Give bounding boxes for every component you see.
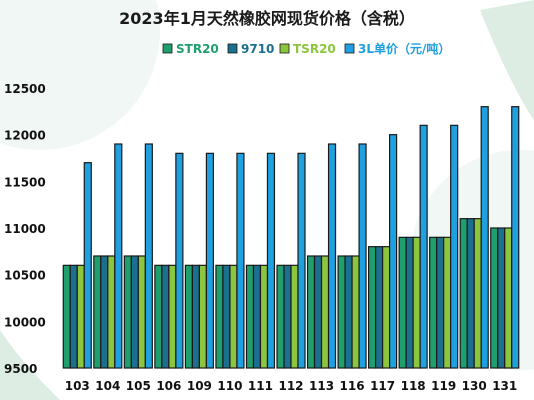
bar-STR20-104 [93,255,102,369]
bar-STR20-106 [154,264,163,369]
y-tick-label: 11500 [4,175,46,189]
bar-TSR20-119 [443,236,452,369]
x-tick-label: 111 [248,379,273,393]
bar-STR20-112 [276,264,285,369]
legend-swatch-2 [279,43,290,54]
bar-9710-111 [252,264,262,369]
bar-STR20-103 [62,264,71,369]
bar-STR20-131 [490,227,499,369]
x-tick-label: 117 [370,379,395,393]
bar-9710-103 [69,264,78,369]
bar-9710-131 [497,227,506,369]
y-tick-label: 12000 [4,129,46,143]
bar-TSR20-106 [168,264,177,369]
y-tick-label: 12500 [4,82,46,96]
bar-STR20-130 [459,218,468,369]
x-tick-label: 118 [401,379,426,393]
bar-TSR20-113 [320,255,330,369]
x-tick-label: 106 [156,379,181,393]
bar-3L-105 [144,143,153,369]
y-tick-label: 9500 [4,362,37,376]
bar-3L-131 [511,106,520,369]
bar-TSR20-109 [198,264,207,369]
bar-9710-113 [313,255,323,369]
bar-TSR20-116 [351,255,360,369]
x-tick-label: 113 [309,379,334,393]
legend-label-3: 3L单价（元/吨） [358,41,450,56]
bar-TSR20-105 [137,255,146,369]
bar-3L-103 [83,162,92,369]
bar-3L-117 [389,134,398,369]
bar-9710-105 [130,255,139,369]
bar-3L-130 [480,106,489,369]
bar-9710-109 [191,264,200,369]
legend-swatch-3 [344,43,355,54]
legend: STR20 9710 TSR20 3L单价（元/吨） [162,41,450,56]
x-tick-label: 116 [340,379,365,393]
bar-3L-110 [236,152,245,369]
bar-STR20-117 [368,246,377,369]
bar-9710-110 [222,264,231,369]
bar-TSR20-117 [382,246,391,369]
bar-STR20-116 [337,255,346,369]
bar-3L-116 [358,143,367,369]
legend-swatch-0 [162,43,173,54]
bar-TSR20-103 [76,264,85,369]
bar-3L-118 [419,124,428,369]
y-axis: 9500 10000 10500 11000 11500 12000 12500 [4,82,46,376]
legend-label-2: TSR20 [293,42,336,56]
bar-STR20-105 [123,255,132,369]
x-tick-label: 112 [278,379,303,393]
bar-9710-130 [466,218,475,369]
bar-9710-119 [436,236,445,369]
legend-swatch-1 [227,43,238,54]
bar-3L-111 [266,152,276,369]
bar-STR20-119 [429,236,438,369]
y-tick-label: 11000 [4,222,46,236]
bar-3L-113 [327,143,337,369]
bar-TSR20-118 [412,236,421,369]
x-tick-label: 103 [65,379,90,393]
bar-3L-109 [205,152,214,369]
bar-STR20-111 [245,264,255,369]
chart-title: 2023年1月天然橡胶网现货价格（含税） [119,9,415,28]
bar-3L-106 [175,152,184,369]
bar-TSR20-110 [229,264,238,369]
x-tick-label: 110 [217,379,242,393]
bar-TSR20-130 [473,218,482,369]
x-tick-label: 119 [431,379,456,393]
bar-9710-117 [375,246,384,369]
legend-label-1: 9710 [241,42,274,56]
bar-TSR20-131 [504,227,513,369]
y-tick-label: 10500 [4,269,46,283]
y-tick-label: 10000 [4,315,46,329]
bar-9710-104 [100,255,109,369]
bar-TSR20-111 [259,264,269,369]
bar-STR20-118 [398,236,407,369]
x-axis: 103 104 105 106 109 110 111 112 113 116 117 118 119 1… [65,379,518,393]
bars [62,106,520,369]
legend-label-0: STR20 [176,42,219,56]
bar-9710-116 [344,255,353,369]
bar-TSR20-104 [107,255,116,369]
bar-9710-106 [161,264,170,369]
bar-3L-119 [450,124,459,369]
bar-9710-118 [405,236,414,369]
bar-TSR20-112 [290,264,299,369]
x-tick-label: 104 [95,379,120,393]
x-tick-label: 105 [126,379,151,393]
x-tick-label: 130 [462,379,487,393]
bar-3L-104 [114,143,123,369]
bar-9710-112 [283,264,292,369]
bar-STR20-110 [215,264,224,369]
x-tick-label: 109 [187,379,212,393]
bar-STR20-109 [184,264,193,369]
x-tick-label: 131 [492,379,517,393]
bar-3L-112 [297,152,306,369]
bar-STR20-113 [306,255,316,369]
